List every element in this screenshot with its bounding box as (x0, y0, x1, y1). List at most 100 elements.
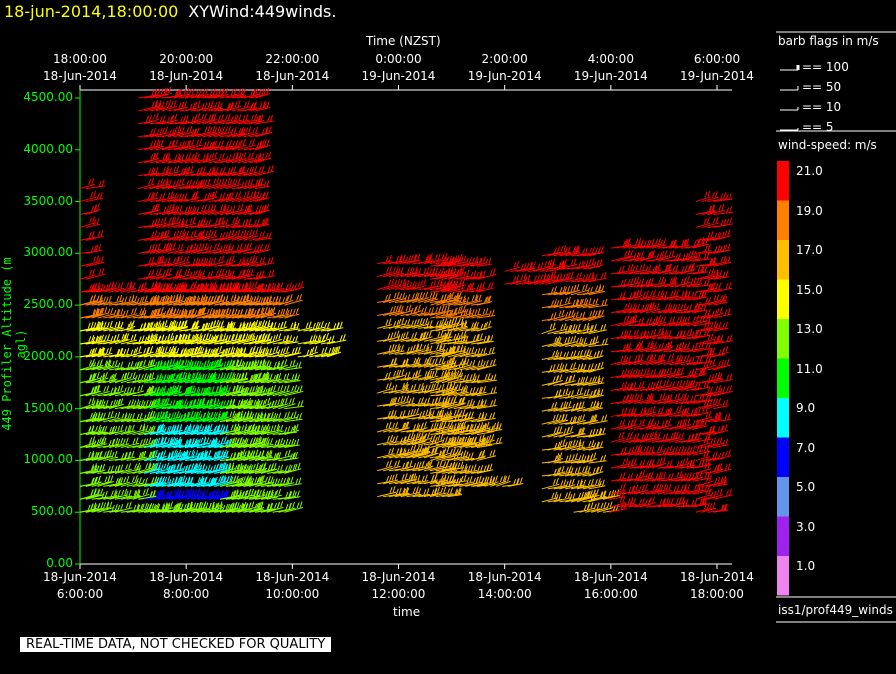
wind-barb (237, 450, 255, 461)
wind-barb (184, 462, 202, 474)
wind-barb (120, 307, 138, 319)
wind-barb (126, 423, 146, 436)
colorbar-label: 7.0 (796, 440, 816, 455)
wind-barb (97, 410, 115, 423)
y-tick-label: 3500.00 (23, 193, 73, 208)
wind-barb (208, 126, 226, 138)
wind-barb (144, 373, 163, 384)
bottom-axis-title: time (393, 605, 421, 619)
wind-barb (85, 488, 104, 500)
wind-barb (430, 294, 448, 306)
y-tick-label: 1000.00 (23, 452, 73, 467)
wind-barb (255, 503, 274, 513)
wind-barb (109, 333, 128, 345)
wind-barb (149, 488, 165, 500)
wind-barb (278, 384, 298, 397)
top-tick-label: 22:00:00 18-Jun-2014 (255, 52, 330, 83)
wind-barb (278, 490, 296, 500)
colorbar-label: 17.0 (796, 243, 823, 257)
wind-barb (278, 308, 294, 319)
wind-barb (260, 321, 278, 332)
wind-barb (85, 399, 105, 410)
wind-barb (138, 450, 157, 461)
wind-barb (272, 346, 290, 358)
wind-barb (504, 274, 520, 285)
wind-barb (120, 295, 138, 306)
wind-barb (284, 501, 304, 513)
wind-barb (149, 411, 169, 423)
wind-barb (202, 373, 218, 384)
wind-barb (225, 438, 243, 448)
wind-barb (278, 321, 297, 332)
wind-barb (167, 359, 185, 371)
wind-barb (249, 373, 269, 384)
wind-barb (208, 462, 228, 474)
wind-barb (79, 398, 100, 410)
wind-barb (284, 451, 299, 461)
wind-barb (541, 312, 558, 322)
wind-barb (272, 372, 291, 384)
wind-barb (190, 411, 210, 423)
bottom-tick-label: 18-Jun-2014 14:00:00 (467, 570, 542, 601)
wind-barb (161, 425, 178, 436)
wind-barb (120, 320, 136, 332)
wind-barb (103, 333, 121, 345)
wind-barb (272, 282, 293, 293)
wind-barb (208, 439, 224, 448)
wind-barb (91, 307, 108, 319)
wind-barb (167, 463, 183, 474)
wind-barb (126, 307, 146, 319)
top-tick-label: 6:00:00 19-Jun-2014 (680, 52, 754, 83)
wind-barb (85, 282, 101, 293)
wind-barb (377, 332, 394, 342)
wind-barb (243, 283, 264, 293)
quality-notice: REAL-TIME DATA, NOT CHECKED FOR QUALITY (20, 637, 332, 652)
wind-barb (114, 348, 130, 358)
wind-barb (138, 243, 156, 254)
wind-barb (284, 423, 300, 436)
wind-barb (214, 462, 232, 474)
wind-barb (208, 386, 227, 397)
wind-barb (155, 359, 176, 371)
wind-barb (114, 437, 130, 448)
colorbar-swatch (777, 398, 789, 438)
wind-barb (214, 450, 230, 461)
wind-barb (85, 384, 101, 397)
colorbar-swatch (777, 319, 789, 359)
wind-barb (79, 178, 95, 190)
wind-barb (109, 348, 124, 358)
wind-barb (91, 412, 107, 423)
wind-barb (167, 438, 182, 448)
wind-barb (284, 307, 300, 319)
colorbar-swatch (777, 556, 789, 596)
wind-barb (149, 436, 168, 448)
colorbar-swatch (777, 477, 789, 517)
wind-barb (109, 361, 124, 371)
wind-barb (85, 230, 105, 241)
wind-barb (190, 397, 206, 410)
wind-barb (144, 410, 164, 423)
colorbar-label: 3.0 (796, 519, 816, 534)
wind-barb (85, 411, 102, 423)
wind-barb (79, 268, 96, 280)
wind-barb (214, 411, 229, 423)
wind-barb (85, 218, 100, 228)
wind-barb (278, 294, 294, 306)
wind-barb (103, 359, 119, 371)
wind-barb (126, 490, 142, 500)
wind-barb (132, 424, 150, 436)
data-source: iss1/prof449_winds (778, 603, 893, 617)
wind-barb (109, 488, 128, 500)
wind-barb (97, 501, 114, 513)
wind-barb (167, 372, 184, 384)
wind-barb (120, 424, 136, 436)
wind-barb (184, 372, 202, 384)
wind-barb (144, 398, 160, 410)
wind-barb (220, 501, 239, 513)
wind-barb (109, 398, 124, 410)
wind-barb (155, 437, 176, 448)
wind-barb (255, 373, 274, 384)
wind-barb (138, 425, 155, 436)
wind-barb (103, 476, 123, 487)
wind-barb (243, 411, 264, 423)
